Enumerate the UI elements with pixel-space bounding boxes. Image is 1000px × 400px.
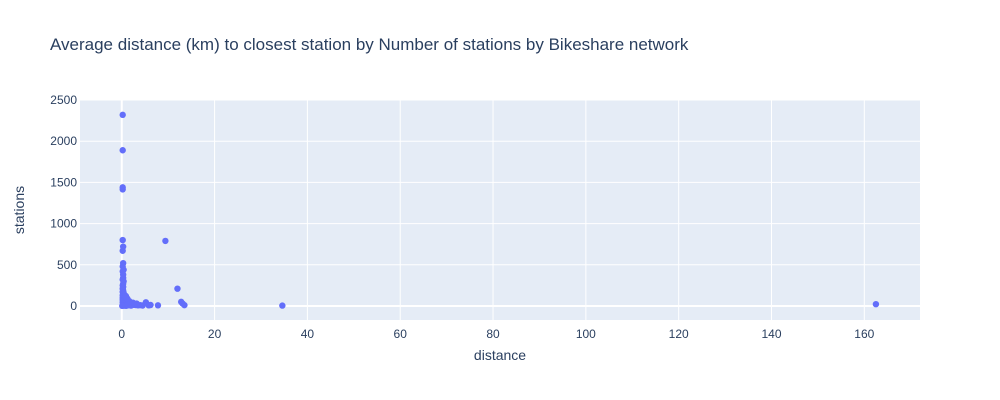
data-point [872, 300, 880, 308]
data-point [279, 302, 286, 309]
data-point [119, 147, 126, 154]
grid-lines [80, 99, 920, 320]
x-tick-label: 140 [761, 327, 781, 341]
y-tick-label: 2500 [50, 93, 77, 107]
x-tick-label: 60 [394, 327, 408, 341]
data-point [119, 247, 126, 254]
y-tick-label: 500 [57, 258, 77, 272]
data-point [119, 236, 126, 244]
x-axis-title: distance [474, 347, 526, 363]
x-tick-label: 20 [208, 327, 222, 341]
data-point [119, 111, 126, 119]
data-point [119, 302, 126, 310]
data-point [119, 186, 126, 193]
y-axis-ticks: 0 500 1000 1500 2000 2500 [50, 93, 77, 313]
data-point [174, 285, 181, 292]
data-point [181, 301, 188, 309]
data-point [122, 292, 130, 300]
x-tick-label: 120 [669, 327, 689, 341]
plot-background [80, 100, 920, 320]
x-tick-label: 160 [854, 327, 874, 341]
y-tick-label: 0 [70, 299, 77, 313]
data-point [162, 237, 169, 245]
data-point [154, 302, 162, 309]
chart-title: Average distance (km) to closest station… [50, 35, 689, 54]
x-tick-label: 80 [486, 327, 500, 341]
x-tick-label: 40 [301, 327, 315, 341]
y-tick-label: 2000 [50, 134, 77, 148]
y-axis-title: stations [11, 186, 27, 234]
x-tick-label: 0 [118, 327, 125, 341]
x-tick-label: 100 [576, 327, 596, 341]
y-tick-label: 1500 [50, 175, 77, 189]
data-points [119, 111, 880, 310]
y-tick-label: 1000 [50, 217, 77, 231]
x-axis-ticks: 0 20 40 60 80 100 120 140 160 [118, 327, 874, 341]
data-point [147, 301, 154, 309]
